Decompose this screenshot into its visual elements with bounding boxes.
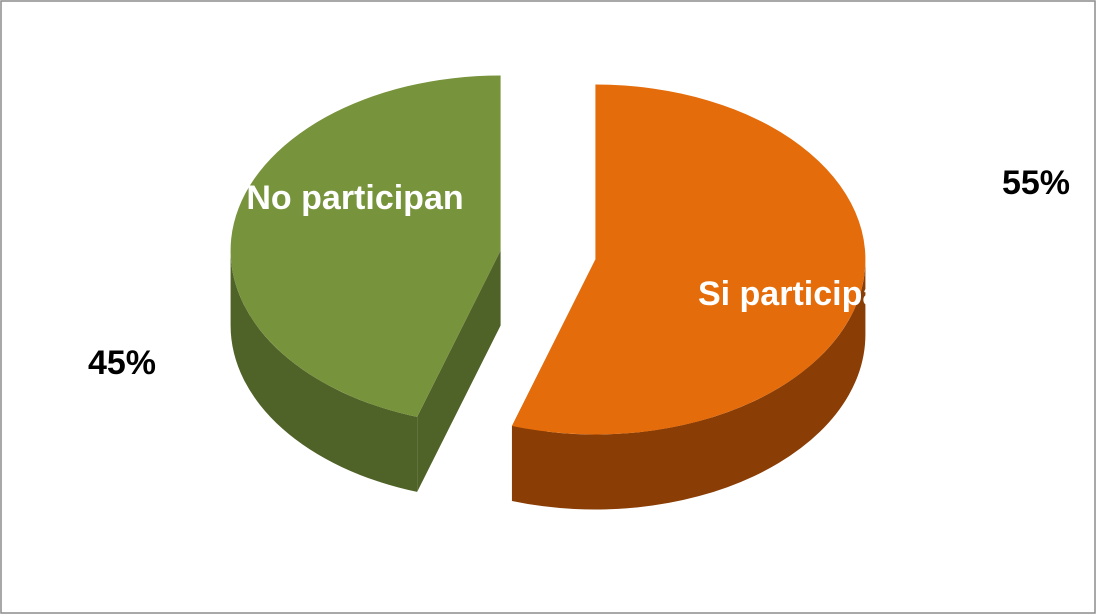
slice-side xyxy=(230,250,418,492)
pie xyxy=(230,75,866,510)
category-label: No participan xyxy=(246,179,463,217)
slice xyxy=(230,75,501,417)
slice xyxy=(511,84,866,435)
value-label: 55% xyxy=(1002,164,1070,202)
value-label: 45% xyxy=(88,344,156,382)
category-label: Si participan xyxy=(698,275,902,313)
slice-cut-face xyxy=(417,250,501,492)
slice-side xyxy=(511,259,866,510)
